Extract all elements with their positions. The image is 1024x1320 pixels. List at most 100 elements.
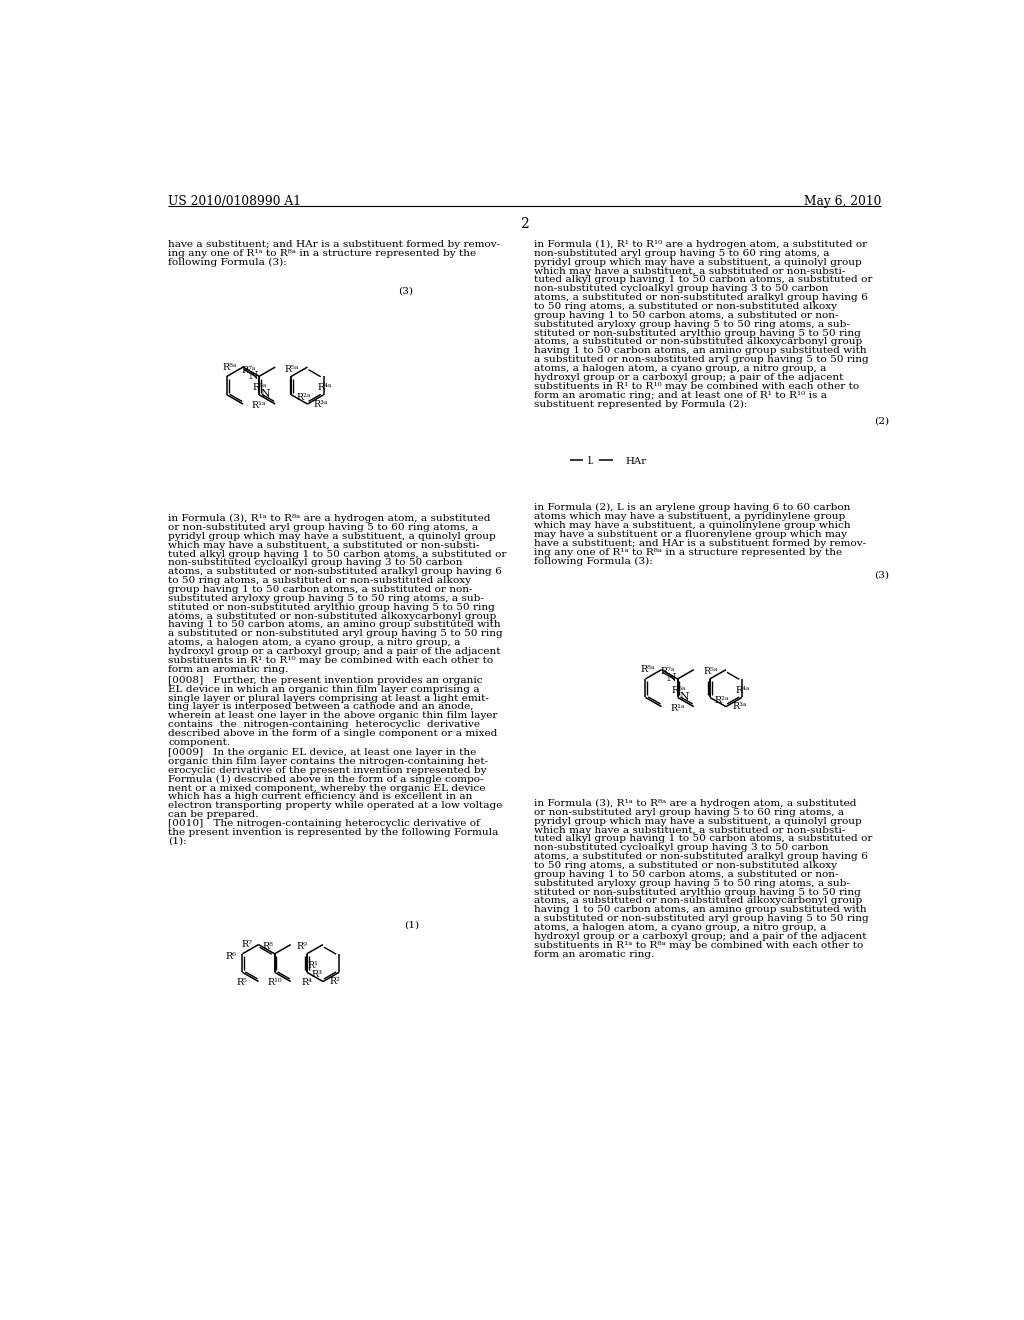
Text: have a substituent; and HAr is a substituent formed by remov-: have a substituent; and HAr is a substit…: [168, 240, 501, 249]
Text: atoms, a substituted or non-substituted alkoxycarbonyl group: atoms, a substituted or non-substituted …: [168, 611, 497, 620]
Text: R⁵ᵃ: R⁵ᵃ: [703, 668, 718, 676]
Text: the present invention is represented by the following Formula: the present invention is represented by …: [168, 828, 499, 837]
Text: which may have a substituent, a quinolinylene group which: which may have a substituent, a quinolin…: [535, 521, 851, 531]
Text: R¹ᵃ: R¹ᵃ: [252, 401, 266, 411]
Text: R¹: R¹: [307, 961, 318, 970]
Text: [0010]   The nitrogen-containing heterocyclic derivative of: [0010] The nitrogen-containing heterocyc…: [168, 818, 480, 828]
Text: HAr: HAr: [626, 457, 647, 466]
Text: May 6, 2010: May 6, 2010: [804, 195, 882, 209]
Text: R⁷ᵃ: R⁷ᵃ: [242, 366, 256, 375]
Text: substituted aryloxy group having 5 to 50 ring atoms, a sub-: substituted aryloxy group having 5 to 50…: [535, 319, 850, 329]
Text: l.: l.: [588, 455, 595, 466]
Text: group having 1 to 50 carbon atoms, a substituted or non-: group having 1 to 50 carbon atoms, a sub…: [168, 585, 473, 594]
Text: non-substituted aryl group having 5 to 60 ring atoms, a: non-substituted aryl group having 5 to 6…: [535, 249, 829, 257]
Text: US 2010/0108990 A1: US 2010/0108990 A1: [168, 195, 301, 209]
Text: hydroxyl group or a carboxyl group; a pair of the adjacent: hydroxyl group or a carboxyl group; a pa…: [535, 372, 844, 381]
Text: non-substituted cycloalkyl group having 3 to 50 carbon: non-substituted cycloalkyl group having …: [535, 284, 828, 293]
Text: form an aromatic ring.: form an aromatic ring.: [535, 949, 654, 958]
Text: hydroxyl group or a carboxyl group; and a pair of the adjacent: hydroxyl group or a carboxyl group; and …: [168, 647, 501, 656]
Text: atoms, a substituted or non-substituted aralkyl group having 6: atoms, a substituted or non-substituted …: [535, 853, 868, 861]
Text: ting layer is interposed between a cathode and an anode,: ting layer is interposed between a catho…: [168, 702, 474, 711]
Text: stituted or non-substituted arylthio group having 5 to 50 ring: stituted or non-substituted arylthio gro…: [535, 329, 861, 338]
Text: R⁸ᵃ: R⁸ᵃ: [222, 363, 237, 371]
Text: pyridyl group which may have a substituent, a quinolyl group: pyridyl group which may have a substitue…: [535, 817, 862, 826]
Text: non-substituted cycloalkyl group having 3 to 50 carbon: non-substituted cycloalkyl group having …: [535, 843, 828, 853]
Text: to 50 ring atoms, a substituted or non-substituted alkoxy: to 50 ring atoms, a substituted or non-s…: [168, 576, 471, 585]
Text: component.: component.: [168, 738, 230, 747]
Text: substituents in R¹ to R¹⁰ may be combined with each other to: substituents in R¹ to R¹⁰ may be combine…: [168, 656, 494, 665]
Text: atoms, a halogen atom, a cyano group, a nitro group, a: atoms, a halogen atom, a cyano group, a …: [168, 638, 461, 647]
Text: a substituted or non-substituted aryl group having 5 to 50 ring: a substituted or non-substituted aryl gr…: [535, 355, 868, 364]
Text: form an aromatic ring; and at least one of R¹ to R¹⁰ is a: form an aromatic ring; and at least one …: [535, 391, 827, 400]
Text: having 1 to 50 carbon atoms, an amino group substituted with: having 1 to 50 carbon atoms, an amino gr…: [535, 906, 866, 915]
Text: substituents in R¹ to R¹⁰ may be combined with each other to: substituents in R¹ to R¹⁰ may be combine…: [535, 381, 859, 391]
Text: wherein at least one layer in the above organic thin film layer: wherein at least one layer in the above …: [168, 711, 498, 721]
Text: atoms, a substituted or non-substituted aralkyl group having 6: atoms, a substituted or non-substituted …: [535, 293, 868, 302]
Text: may have a substituent or a fluorenylene group which may: may have a substituent or a fluorenylene…: [535, 529, 847, 539]
Text: have a substituent; and HAr is a substituent formed by remov-: have a substituent; and HAr is a substit…: [535, 539, 866, 548]
Text: atoms, a halogen atom, a cyano group, a nitro group, a: atoms, a halogen atom, a cyano group, a …: [535, 923, 826, 932]
Text: in Formula (3), R¹ᵃ to R⁸ᵃ are a hydrogen atom, a substituted: in Formula (3), R¹ᵃ to R⁸ᵃ are a hydroge…: [168, 515, 490, 523]
Text: described above in the form of a single component or a mixed: described above in the form of a single …: [168, 729, 498, 738]
Text: following Formula (3):: following Formula (3):: [168, 257, 287, 267]
Text: which may have a substituent, a substituted or non-substi-: which may have a substituent, a substitu…: [535, 825, 846, 834]
Text: R²ᵃ: R²ᵃ: [296, 393, 310, 403]
Text: R⁴ᵃ: R⁴ᵃ: [735, 686, 751, 694]
Text: Formula (1) described above in the form of a single compo-: Formula (1) described above in the form …: [168, 775, 483, 784]
Text: which may have a substituent, a substituted or non-substi-: which may have a substituent, a substitu…: [168, 541, 479, 549]
Text: or non-substituted aryl group having 5 to 60 ring atoms, a: or non-substituted aryl group having 5 t…: [535, 808, 844, 817]
Text: ing any one of R¹ᵃ to R⁸ᵃ in a structure represented by the: ing any one of R¹ᵃ to R⁸ᵃ in a structure…: [535, 548, 842, 557]
Text: R²: R²: [329, 977, 340, 986]
Text: R⁷: R⁷: [242, 940, 252, 949]
Text: stituted or non-substituted arylthio group having 5 to 50 ring: stituted or non-substituted arylthio gro…: [168, 603, 496, 611]
Text: nent or a mixed component, whereby the organic EL device: nent or a mixed component, whereby the o…: [168, 784, 485, 792]
Text: R³: R³: [311, 970, 323, 979]
Text: having 1 to 50 carbon atoms, an amino group substituted with: having 1 to 50 carbon atoms, an amino gr…: [535, 346, 866, 355]
Text: a substituted or non-substituted aryl group having 5 to 50 ring: a substituted or non-substituted aryl gr…: [168, 630, 503, 639]
Text: N: N: [679, 692, 689, 702]
Text: to 50 ring atoms, a substituted or non-substituted alkoxy: to 50 ring atoms, a substituted or non-s…: [535, 861, 837, 870]
Text: tuted alkyl group having 1 to 50 carbon atoms, a substituted or: tuted alkyl group having 1 to 50 carbon …: [168, 549, 507, 558]
Text: R⁵: R⁵: [237, 978, 248, 987]
Text: or non-substituted aryl group having 5 to 60 ring atoms, a: or non-substituted aryl group having 5 t…: [168, 523, 478, 532]
Text: atoms, a substituted or non-substituted aralkyl group having 6: atoms, a substituted or non-substituted …: [168, 568, 502, 577]
Text: in Formula (3), R¹ᵃ to R⁸ᵃ are a hydrogen atom, a substituted: in Formula (3), R¹ᵃ to R⁸ᵃ are a hydroge…: [535, 799, 857, 808]
Text: group having 1 to 50 carbon atoms, a substituted or non-: group having 1 to 50 carbon atoms, a sub…: [535, 870, 839, 879]
Text: R⁵ᵃ: R⁵ᵃ: [285, 364, 299, 374]
Text: having 1 to 50 carbon atoms, an amino group substituted with: having 1 to 50 carbon atoms, an amino gr…: [168, 620, 501, 630]
Text: a substituted or non-substituted aryl group having 5 to 50 ring: a substituted or non-substituted aryl gr…: [535, 915, 868, 923]
Text: in Formula (1), R¹ to R¹⁰ are a hydrogen atom, a substituted or: in Formula (1), R¹ to R¹⁰ are a hydrogen…: [535, 240, 867, 249]
Text: electron transporting property while operated at a low voltage: electron transporting property while ope…: [168, 801, 503, 810]
Text: single layer or plural layers comprising at least a light emit-: single layer or plural layers comprising…: [168, 693, 489, 702]
Text: which has a high current efficiency and is excellent in an: which has a high current efficiency and …: [168, 792, 473, 801]
Text: R⁸: R⁸: [263, 942, 273, 952]
Text: tuted alkyl group having 1 to 50 carbon atoms, a substituted or: tuted alkyl group having 1 to 50 carbon …: [535, 276, 872, 284]
Text: [0008]   Further, the present invention provides an organic: [0008] Further, the present invention pr…: [168, 676, 483, 685]
Text: can be prepared.: can be prepared.: [168, 810, 259, 820]
Text: substituent represented by Formula (2):: substituent represented by Formula (2):: [535, 400, 748, 408]
Text: EL device in which an organic thin film layer comprising a: EL device in which an organic thin film …: [168, 685, 480, 694]
Text: N: N: [261, 389, 270, 399]
Text: R¹⁰: R¹⁰: [267, 978, 282, 987]
Text: R⁸ᵃ: R⁸ᵃ: [641, 665, 655, 675]
Text: R²ᵃ: R²ᵃ: [715, 696, 729, 705]
Text: erocyclic derivative of the present invention represented by: erocyclic derivative of the present inve…: [168, 766, 486, 775]
Text: R⁶: R⁶: [225, 952, 237, 961]
Text: N: N: [667, 673, 676, 684]
Text: to 50 ring atoms, a substituted or non-substituted alkoxy: to 50 ring atoms, a substituted or non-s…: [535, 302, 837, 312]
Text: R⁶ᵃ: R⁶ᵃ: [253, 383, 267, 392]
Text: stituted or non-substituted arylthio group having 5 to 50 ring: stituted or non-substituted arylthio gro…: [535, 887, 861, 896]
Text: ing any one of R¹ᵃ to R⁸ᵃ in a structure represented by the: ing any one of R¹ᵃ to R⁸ᵃ in a structure…: [168, 249, 476, 257]
Text: [0009]   In the organic EL device, at least one layer in the: [0009] In the organic EL device, at leas…: [168, 748, 476, 758]
Text: non-substituted cycloalkyl group having 3 to 50 carbon: non-substituted cycloalkyl group having …: [168, 558, 463, 568]
Text: form an aromatic ring.: form an aromatic ring.: [168, 665, 289, 673]
Text: in Formula (2), L is an arylene group having 6 to 60 carbon: in Formula (2), L is an arylene group ha…: [535, 503, 851, 512]
Text: R⁴ᵃ: R⁴ᵃ: [317, 383, 332, 392]
Text: which may have a substituent, a substituted or non-substi-: which may have a substituent, a substitu…: [535, 267, 846, 276]
Text: substituted aryloxy group having 5 to 50 ring atoms, a sub-: substituted aryloxy group having 5 to 50…: [168, 594, 484, 603]
Text: pyridyl group which may have a substituent, a quinolyl group: pyridyl group which may have a substitue…: [535, 257, 862, 267]
Text: R⁹: R⁹: [297, 942, 307, 952]
Text: hydroxyl group or a carboxyl group; and a pair of the adjacent: hydroxyl group or a carboxyl group; and …: [535, 932, 866, 941]
Text: group having 1 to 50 carbon atoms, a substituted or non-: group having 1 to 50 carbon atoms, a sub…: [535, 312, 839, 319]
Text: (3): (3): [397, 286, 413, 296]
